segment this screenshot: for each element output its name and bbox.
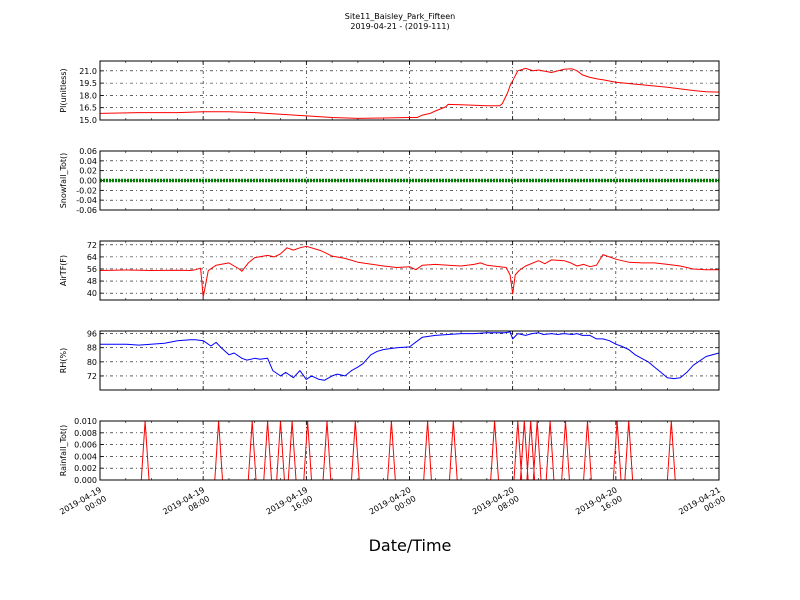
series-line-3-1: [99, 245, 719, 298]
y-tick-label: 72: [87, 372, 97, 381]
chart-subtitle: 2019-04-21 - (2019-111): [350, 22, 449, 31]
y-tick-label: 19.5: [79, 79, 97, 88]
y-tick-label: -0.02: [76, 186, 97, 195]
panel-background: [100, 241, 719, 300]
y-axis-label: Snowfall_Tot(): [59, 153, 68, 209]
series-line-1-1: [99, 67, 720, 119]
x-axis-label: Date/Time: [369, 536, 452, 555]
y-tick-label: 0.06: [79, 147, 97, 156]
y-tick-label: 0.002: [74, 464, 97, 473]
panel-3: 40 48 56 64 72 AirTF(F): [59, 240, 720, 301]
y-tick-label: 0.00: [79, 177, 97, 186]
y-tick-label: 0.006: [74, 441, 97, 450]
y-tick-label: 0.02: [79, 167, 97, 176]
y-axis-label: Rainfall_Tot(): [59, 425, 68, 477]
panel-background: [100, 61, 719, 120]
y-tick-label: 0.008: [74, 429, 97, 438]
y-tick-label: 40: [87, 289, 97, 298]
y-tick-label: 0.000: [74, 476, 97, 485]
y-tick-label: 64: [87, 253, 97, 262]
panel-5: 0.000 0.002 0.004 0.006 0.008 0.010 Rainfall_T…: [59, 417, 720, 485]
y-tick-label: 96: [87, 330, 97, 339]
panel-frame: [99, 330, 720, 391]
y-tick-label: 0.004: [74, 452, 97, 461]
panel-frame: [99, 150, 720, 211]
panel-4: 72 80 88 96 RH(%): [59, 330, 720, 391]
y-tick-label: 48: [87, 277, 97, 286]
chart-title: Site11_Baisley_Park_Fifteen: [345, 12, 455, 21]
y-tick-label: 21.0: [79, 67, 97, 76]
panel-frame: [99, 420, 720, 481]
panel-1: 15.0 16.5 18.0 19.5 21.0 Pl(unitless): [59, 60, 720, 125]
y-tick-label: 80: [87, 358, 97, 367]
y-tick-label: 16.5: [79, 104, 97, 113]
series-line-4-1: [100, 331, 720, 381]
y-tick-label: 88: [87, 344, 97, 353]
panel-2: -0.06-0.04-0.020.000.020.040.06 Snowfall_…: [59, 147, 720, 215]
panels: 15.016.518.019.521.0Pl(unitless)-0.06-0.…: [59, 60, 720, 485]
y-tick-label: -0.04: [76, 196, 97, 205]
y-tick-label: 56: [87, 265, 97, 274]
y-tick-label: 72: [87, 241, 97, 250]
y-tick-label: 0.010: [74, 417, 97, 426]
y-tick-label: 15.0: [79, 116, 97, 125]
y-axis-label: Pl(unitless): [59, 68, 68, 112]
panel-background: [100, 421, 719, 480]
y-tick-label: 0.04: [79, 157, 97, 166]
y-axis-label: AirTF(F): [59, 255, 68, 286]
y-tick-label: -0.06: [76, 206, 97, 215]
y-tick-label: 18.0: [79, 91, 97, 100]
panel-frame: [99, 60, 720, 121]
panel-frame: [99, 240, 720, 301]
y-axis-label: RH(%): [59, 348, 68, 373]
